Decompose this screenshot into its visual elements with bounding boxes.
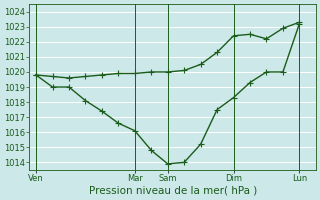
X-axis label: Pression niveau de la mer( hPa ): Pression niveau de la mer( hPa )	[89, 186, 257, 196]
